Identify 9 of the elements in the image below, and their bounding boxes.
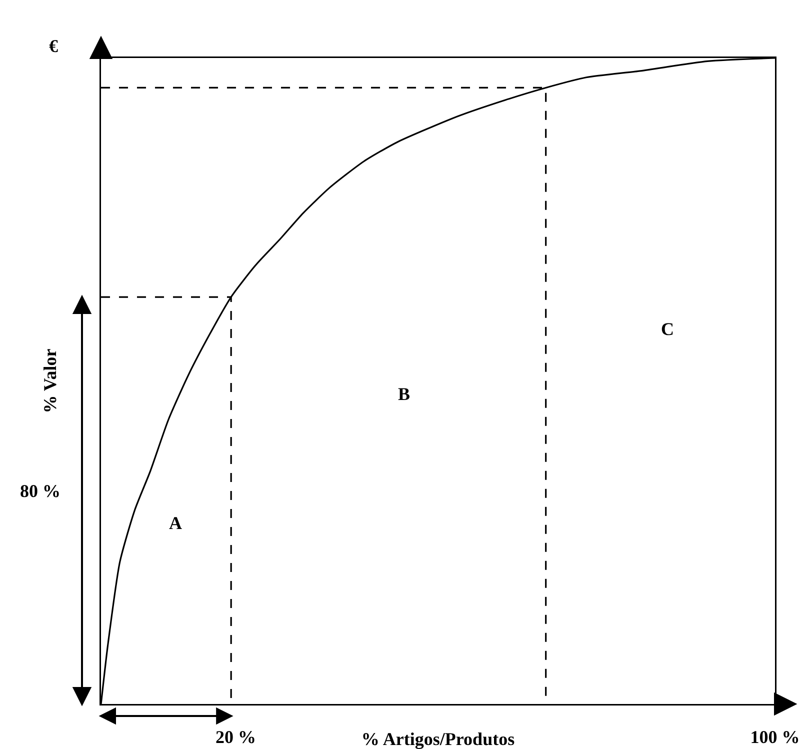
annotation: C xyxy=(661,319,674,339)
y-axis-title: % Valor xyxy=(40,348,60,414)
annotation: B xyxy=(398,384,410,404)
x-tick-label: 100 % xyxy=(750,727,800,748)
annotation: A xyxy=(169,513,182,533)
x-axis-title: % Artigos/Produtos xyxy=(361,729,515,749)
text: € xyxy=(49,36,58,56)
text: 80 % xyxy=(20,481,60,501)
x-tick-label: 20 % xyxy=(216,727,256,748)
